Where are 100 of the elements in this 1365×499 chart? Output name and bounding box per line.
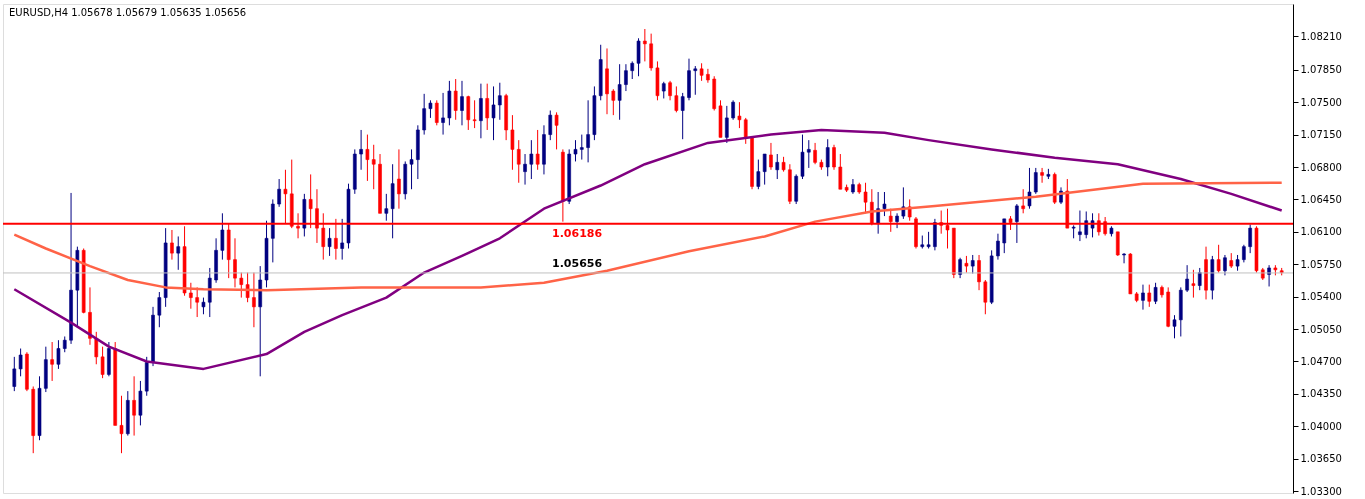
ref-line-label: 1.05656 [552,256,603,270]
candlestick [882,191,887,217]
candlestick [775,153,780,180]
y-tick-label: 1.08210 [1300,30,1342,42]
y-tick-label: 1.05400 [1300,291,1342,303]
candlestick [680,92,685,140]
candlestick [806,139,811,169]
candlestick [176,235,181,271]
candlestick [252,272,256,328]
candlestick [1040,167,1044,184]
line-series [13,128,1283,371]
candlestick [1185,264,1189,293]
y-tick-label: 1.04700 [1300,355,1342,367]
candlestick [510,114,515,171]
candlestick [441,92,445,136]
candlestick [277,178,281,208]
candlestick [397,148,401,210]
candlestick [668,80,672,101]
candlestick [996,233,1000,261]
candlestick [1115,231,1120,257]
candlestick [245,272,250,303]
candlestick [239,272,244,299]
candlestick [485,83,490,131]
candlestick [731,99,735,121]
candlestick [233,237,237,288]
candlestick [384,193,389,222]
candlestick [523,153,527,186]
candlestick [491,85,496,141]
candlestick [359,129,363,171]
candlestick [1191,269,1196,299]
candlestick [18,348,23,377]
candlestick [1027,167,1032,210]
candlestick [876,191,880,235]
candlestick [220,212,225,261]
y-tick-label: 1.07850 [1300,64,1342,76]
candlestick [535,129,540,171]
candlestick [498,82,502,121]
y-tick-label: 1.06800 [1300,161,1342,173]
candlestick [100,346,105,379]
y-tick-label: 1.05050 [1300,323,1342,335]
candlestick [674,85,679,113]
candlestick [1153,282,1158,305]
candlestick [1122,252,1126,264]
candlestick [643,28,647,62]
candlestick [970,254,975,275]
candlestick [762,153,767,186]
candlestick [1015,203,1019,244]
candlestick [725,105,729,144]
candlestick [863,182,868,214]
candlestick [460,80,464,126]
candlestick [573,139,578,162]
candlestick [769,142,773,171]
candlestick [825,138,830,177]
candlestick [1147,284,1152,308]
candlestick [1216,244,1221,274]
line-series [13,181,1283,292]
candlestick [371,144,376,190]
candlestick [743,117,748,145]
candlestick [1248,223,1252,254]
chart-title: EURUSD,H4 1.05678 1.05679 1.05635 1.05656 [9,7,247,18]
y-tick-label: 1.07150 [1300,129,1342,141]
candlestick [409,148,414,190]
candlestick [453,78,458,121]
y-tick-label: 1.06100 [1300,226,1342,238]
candlestick [611,88,616,116]
candlestick [636,37,641,77]
ref-line-label: 1.06186 [552,226,603,240]
candlestick [832,144,836,171]
candlestick [132,375,136,437]
candlestick [554,111,559,150]
y-tick-label: 1.07500 [1300,96,1342,108]
candlestick [1141,284,1145,311]
candlestick [579,134,584,161]
candlestick [340,218,344,261]
candlestick [56,339,61,370]
y-tick-label: 1.03300 [1300,485,1342,497]
candlestick [434,99,439,126]
candlestick [756,159,761,190]
y-tick-label: 1.04000 [1300,420,1342,432]
candlestick [586,99,590,163]
candlestick [838,153,843,190]
candlestick [94,331,99,365]
candlestick [617,63,622,121]
candlestick [1021,188,1025,214]
candlestick [1078,210,1082,242]
candlestick [529,139,534,180]
y-tick-label: 1.04350 [1300,388,1342,400]
candlestick [1223,254,1227,276]
candlestick [737,101,742,129]
candlestick [548,110,553,141]
candlestick [466,95,471,131]
candlestick [12,356,17,392]
candlestick [977,254,981,291]
candlestick [157,291,162,328]
candlestick [1084,210,1089,239]
candlestick [1033,167,1038,195]
y-tick-label: 1.03650 [1300,453,1342,465]
candlestick [706,68,710,84]
candlestick [170,229,174,261]
candlestick [195,286,199,318]
